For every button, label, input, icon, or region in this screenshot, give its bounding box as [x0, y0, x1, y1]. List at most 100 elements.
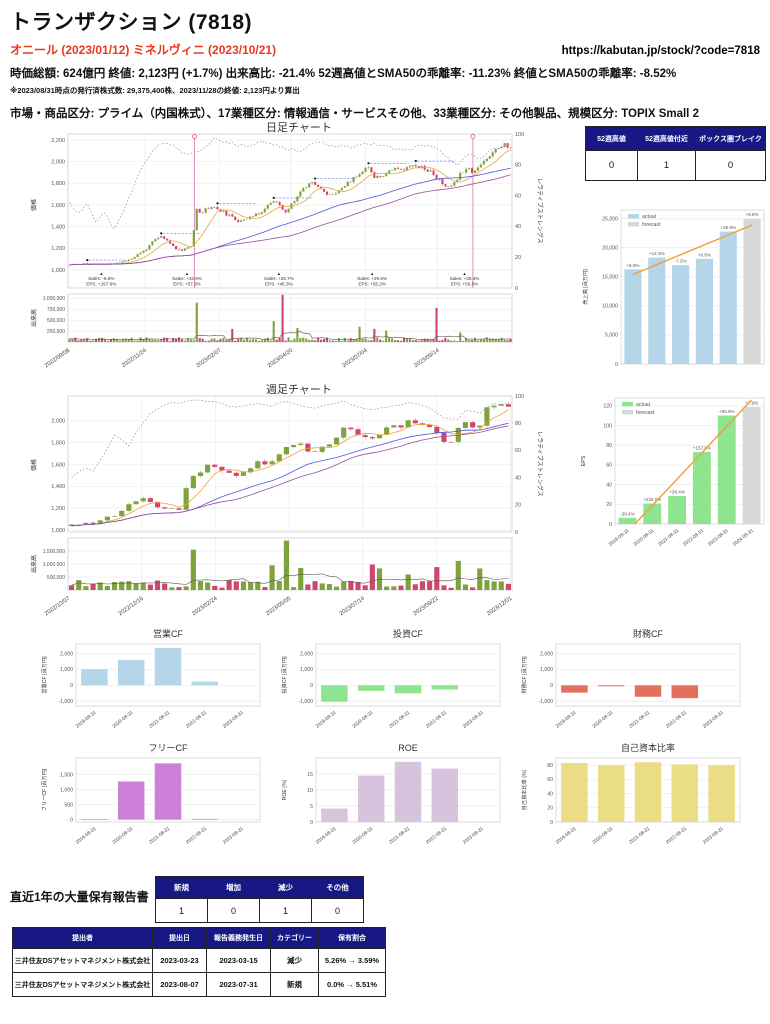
svg-text:2021-08-31: 2021-08-31	[388, 710, 411, 730]
svg-text:40: 40	[606, 482, 612, 488]
svg-text:60: 60	[515, 193, 521, 199]
svg-text:-39.4%: -39.4%	[620, 511, 635, 516]
svg-text:25,000: 25,000	[602, 217, 618, 223]
source-url[interactable]: https://kabutan.jp/stock/?code=7818	[561, 45, 760, 57]
svg-text:レラティブストレングス: レラティブストレングス	[536, 178, 544, 244]
svg-text:2,000: 2,000	[51, 159, 65, 165]
svg-text:1,400: 1,400	[51, 224, 65, 230]
svg-text:財務CF: 財務CF	[633, 628, 663, 639]
svg-text:actual: actual	[642, 214, 656, 220]
svg-text:EPS: +157.6%: EPS: +157.6%	[86, 282, 116, 287]
table-row: 0 1 0	[585, 150, 766, 181]
svg-text:+6.6%: +6.6%	[698, 252, 711, 257]
svg-text:フリーCF [百万円]: フリーCF [百万円]	[41, 768, 48, 811]
svg-text:▲: ▲	[99, 271, 103, 276]
svg-text:100: 100	[515, 132, 524, 138]
svg-text:営業CF: 営業CF	[153, 628, 183, 639]
svg-text:15,000: 15,000	[602, 275, 618, 281]
svg-text:0: 0	[70, 817, 73, 823]
svg-text:投資CF [百万円]: 投資CF [百万円]	[280, 656, 288, 694]
svg-text:2019-08-31: 2019-08-31	[315, 826, 338, 846]
svg-text:2,000: 2,000	[51, 419, 65, 425]
svg-text:1,200: 1,200	[51, 506, 65, 512]
svg-text:2019-08-31: 2019-08-31	[555, 710, 578, 730]
equity-ratio-chart: 0 20 40 60 80 2019-08-31 2020-08-31 2021-08-31 2…	[510, 742, 750, 860]
svg-text:100: 100	[603, 423, 612, 429]
svg-text:1,000: 1,000	[51, 528, 65, 534]
svg-text:0: 0	[310, 820, 313, 826]
svg-text:2023/12/01: 2023/12/01	[486, 596, 513, 618]
svg-text:forecast: forecast	[642, 222, 661, 228]
share-count-note: ※2023/08/31時点の発行済株式数: 29,375,400株、2023/1…	[10, 86, 300, 95]
daily-chart: 1,000 1,200 1,400 1,600 1,800 2,000 2,200 250,0…	[28, 130, 570, 378]
svg-text:80: 80	[547, 763, 553, 769]
daily-chart-title: 日足チャート	[266, 122, 332, 134]
svg-text:20: 20	[606, 502, 612, 508]
svg-text:-1,000: -1,000	[298, 699, 313, 705]
svg-text:Sales: -6.6%: Sales: -6.6%	[88, 276, 114, 281]
summary-value-other: 0	[311, 898, 364, 923]
svg-text:2,000: 2,000	[60, 651, 73, 657]
svg-text:1,000: 1,000	[300, 667, 313, 673]
svg-text:価格: 価格	[30, 199, 38, 211]
holdings-cell-ratio: 0.0% → 5.51%	[318, 972, 386, 997]
svg-text:1,800: 1,800	[51, 440, 65, 446]
svg-text:▲: ▲	[277, 271, 281, 276]
svg-text:2022-08-31: 2022-08-31	[425, 710, 448, 730]
holdings-cell-filing-date: 2023-08-07	[152, 972, 207, 997]
svg-text:価格: 価格	[30, 459, 38, 471]
svg-text:1,000: 1,000	[60, 787, 73, 793]
page-title: トランザクション (7818)	[10, 11, 253, 34]
header-52w-high: 52週高値	[585, 126, 638, 151]
svg-text:2020-08-31: 2020-08-31	[351, 710, 374, 730]
svg-text:2019-08-31: 2019-08-31	[75, 710, 98, 730]
svg-text:▲: ▲	[185, 271, 189, 276]
svg-text:出来高: 出来高	[30, 309, 38, 327]
svg-text:2023/09/14: 2023/09/14	[413, 347, 441, 369]
svg-text:1,800: 1,800	[51, 181, 65, 187]
svg-text:15: 15	[307, 772, 313, 778]
svg-text:2023/07/14: 2023/07/14	[339, 595, 367, 617]
svg-text:2023-08-31: 2023-08-31	[222, 826, 245, 846]
svg-text:2020-08-31: 2020-08-31	[632, 528, 655, 548]
svg-text:0: 0	[550, 820, 553, 826]
svg-text:2019-08-31: 2019-08-31	[315, 710, 338, 730]
svg-text:+6.5%: +6.5%	[626, 263, 639, 268]
svg-text:20,000: 20,000	[602, 246, 618, 252]
svg-text:10,000: 10,000	[602, 304, 618, 310]
value-52w-high: 0	[585, 150, 638, 181]
svg-text:+7.9%: +7.9%	[745, 400, 758, 405]
svg-text:1,500,000: 1,500,000	[43, 549, 65, 555]
svg-text:Sales: +33.9%: Sales: +33.9%	[172, 276, 202, 281]
svg-text:2023-08-31: 2023-08-31	[702, 710, 725, 730]
holdings-table: 提出者 提出日 報告義務発生日 カテゴリー 保有割合 三井住友DSアセットマネジ…	[12, 927, 386, 997]
svg-text:2022-08-31: 2022-08-31	[185, 826, 208, 846]
svg-text:自己資本比率: 自己資本比率	[621, 742, 675, 753]
svg-text:▲: ▲	[370, 271, 374, 276]
svg-text:2023-08-31: 2023-08-31	[702, 826, 725, 846]
stats-line: 時価総額: 624億円 終値: 2,123円 (+1.7%) 出来高比: -21…	[10, 68, 677, 80]
svg-text:EPS: +57.3%: EPS: +57.3%	[173, 282, 200, 287]
svg-text:20: 20	[515, 255, 521, 261]
svg-text:▲: ▲	[463, 271, 467, 276]
svg-text:20: 20	[547, 806, 553, 812]
svg-text:2019-08-31: 2019-08-31	[555, 826, 578, 846]
table-row: 三井住友DSアセットマネジメント株式会社 2023-08-07 2023-07-…	[12, 972, 386, 997]
svg-text:2023-08-31: 2023-08-31	[462, 826, 485, 846]
holdings-cell-category: 減少	[270, 948, 319, 973]
svg-text:2024-08-31: 2024-08-31	[732, 528, 755, 548]
svg-text:0: 0	[310, 683, 313, 689]
signal-summary-table: 52週高値 52週高値付近 ボックス圏ブレイク 0 1 0	[585, 126, 766, 181]
svg-text:2022-08-31: 2022-08-31	[185, 710, 208, 730]
svg-text:1,000: 1,000	[540, 667, 553, 673]
svg-text:500: 500	[64, 802, 73, 808]
svg-text:250,000: 250,000	[47, 329, 65, 335]
svg-text:2023/09/22: 2023/09/22	[412, 596, 439, 618]
investing-cf-chart: -1,000 0 1,000 2,000 2019-08-31 2020-08-31 202…	[270, 628, 510, 742]
svg-text:forecast: forecast	[636, 410, 655, 416]
svg-text:自己資本比率 (%): 自己資本比率 (%)	[520, 769, 528, 810]
svg-text:20: 20	[515, 503, 521, 509]
svg-text:2022-08-31: 2022-08-31	[425, 826, 448, 846]
svg-text:actual: actual	[636, 402, 650, 408]
svg-text:2023-08-31: 2023-08-31	[707, 528, 730, 548]
